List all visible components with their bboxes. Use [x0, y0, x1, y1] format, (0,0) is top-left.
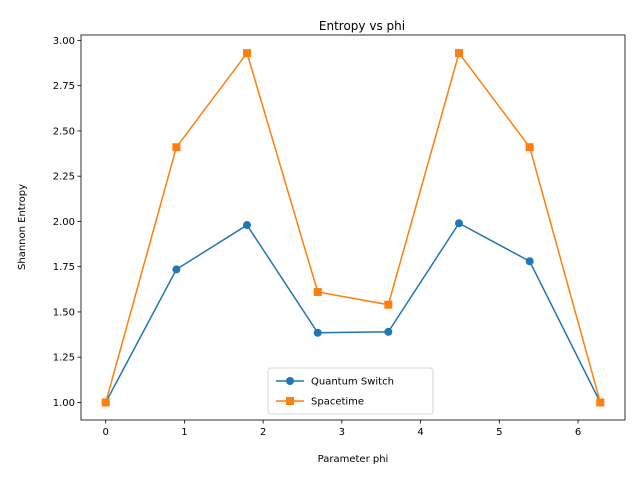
data-point-spacetime [384, 300, 393, 309]
plot-frame [80, 34, 626, 421]
y-tick-label: 1.75 [53, 262, 75, 273]
x-tick-label: 6 [575, 427, 581, 438]
legend: Quantum Switch Spacetime [267, 367, 434, 415]
y-tick-label: 2.50 [53, 126, 75, 137]
data-point-quantum-switch [172, 265, 181, 274]
data-point-quantum-switch [454, 219, 463, 228]
y-tick-label: 1.25 [53, 353, 75, 364]
data-point-quantum-switch [525, 257, 534, 266]
data-point-quantum-switch [313, 328, 322, 337]
legend-marker-circle [286, 377, 294, 385]
x-tick-label: 5 [496, 427, 502, 438]
y-tick-label: 1.00 [53, 398, 75, 409]
y-tick-label: 3.00 [53, 36, 75, 47]
data-point-spacetime [525, 143, 534, 152]
x-tick-label: 3 [339, 427, 345, 438]
data-point-spacetime [101, 398, 110, 407]
x-tick-label: 4 [417, 427, 423, 438]
y-tick-label: 2.75 [53, 81, 75, 92]
data-point-spacetime [172, 143, 181, 152]
y-tick-label: 2.00 [53, 217, 75, 228]
data-point-quantum-switch [243, 221, 252, 230]
series-line-quantum-switch [105, 222, 601, 403]
legend-label: Quantum Switch [311, 377, 394, 388]
data-point-spacetime [454, 49, 463, 58]
legend-marker-square [286, 397, 294, 405]
y-axis-label: Shannon Entropy [17, 184, 28, 270]
x-tick-label: 0 [103, 427, 109, 438]
legend-label: Spacetime [311, 397, 364, 408]
x-tick-label: 1 [181, 427, 187, 438]
y-tick-label: 2.25 [53, 172, 75, 183]
y-tick-label: 1.50 [53, 307, 75, 318]
data-point-spacetime [243, 49, 252, 58]
x-axis-label: Parameter phi [318, 454, 389, 465]
chart-title: Entropy vs phi [319, 19, 405, 33]
series-line-spacetime [104, 51, 602, 403]
data-point-spacetime [596, 398, 605, 407]
data-point-quantum-switch [384, 327, 393, 336]
legend-box [267, 367, 434, 415]
x-tick-label: 2 [260, 427, 266, 438]
data-point-spacetime [313, 288, 322, 297]
